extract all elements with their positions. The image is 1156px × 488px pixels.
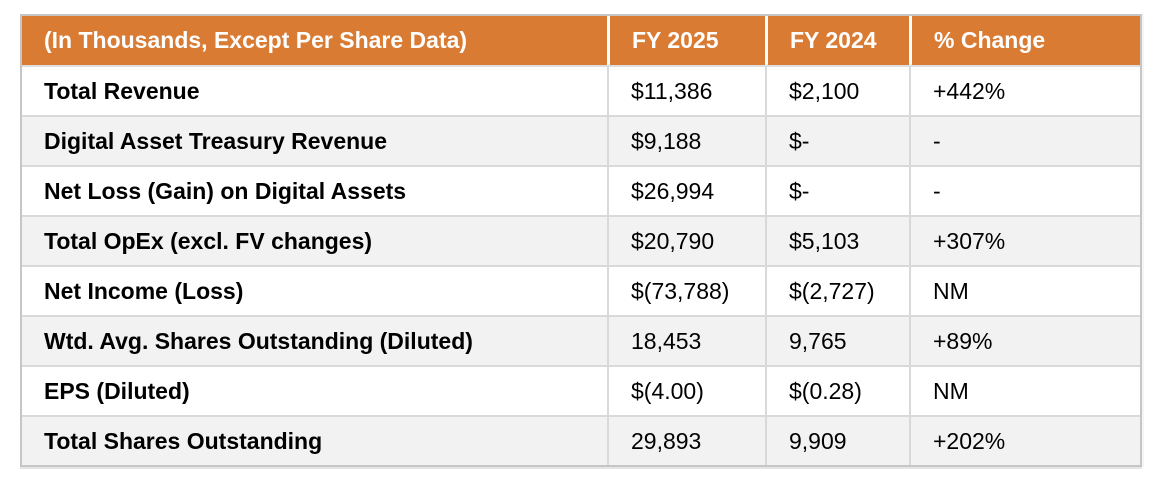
- table-row-eps-diluted: EPS (Diluted) $(4.00) $(0.28) NM: [22, 365, 1140, 415]
- row-label: Total OpEx (excl. FV changes): [22, 215, 607, 265]
- fy2025-value: $(4.00): [607, 365, 765, 415]
- fy2025-value: $(73,788): [607, 265, 765, 315]
- fy2025-value: 18,453: [607, 315, 765, 365]
- percent-change-value: -: [909, 165, 1140, 215]
- header-fy2024: FY 2024: [765, 16, 909, 65]
- fy2024-value: $(2,727): [765, 265, 909, 315]
- percent-change-value: -: [909, 115, 1140, 165]
- fy2025-value: $11,386: [607, 65, 765, 115]
- fy2024-value: $-: [765, 165, 909, 215]
- header-fy2025: FY 2025: [607, 16, 765, 65]
- fy2025-value: $20,790: [607, 215, 765, 265]
- table-row-wtd-avg-shares-outstanding: Wtd. Avg. Shares Outstanding (Diluted) 1…: [22, 315, 1140, 365]
- table-row-net-income-loss: Net Income (Loss) $(73,788) $(2,727) NM: [22, 265, 1140, 315]
- row-label: EPS (Diluted): [22, 365, 607, 415]
- row-label: Net Loss (Gain) on Digital Assets: [22, 165, 607, 215]
- fy2024-value: 9,765: [765, 315, 909, 365]
- fy2025-value: 29,893: [607, 415, 765, 465]
- header-units-label: (In Thousands, Except Per Share Data): [22, 16, 607, 65]
- percent-change-value: +202%: [909, 415, 1140, 465]
- table-body: Total Revenue $11,386 $2,100 +442% Digit…: [22, 65, 1140, 465]
- financial-results-table: (In Thousands, Except Per Share Data) FY…: [20, 14, 1142, 467]
- fy2025-value: $26,994: [607, 165, 765, 215]
- row-label: Total Shares Outstanding: [22, 415, 607, 465]
- table-header: (In Thousands, Except Per Share Data) FY…: [22, 16, 1140, 65]
- header-row: (In Thousands, Except Per Share Data) FY…: [22, 16, 1140, 65]
- fy2024-value: $(0.28): [765, 365, 909, 415]
- fy2024-value: 9,909: [765, 415, 909, 465]
- fy2025-value: $9,188: [607, 115, 765, 165]
- table-row-net-loss-on-digital-assets: Net Loss (Gain) on Digital Assets $26,99…: [22, 165, 1140, 215]
- row-label: Total Revenue: [22, 65, 607, 115]
- percent-change-value: +89%: [909, 315, 1140, 365]
- percent-change-value: +307%: [909, 215, 1140, 265]
- row-label: Wtd. Avg. Shares Outstanding (Diluted): [22, 315, 607, 365]
- table-row-total-shares-outstanding: Total Shares Outstanding 29,893 9,909 +2…: [22, 415, 1140, 465]
- table-row-total-opex: Total OpEx (excl. FV changes) $20,790 $5…: [22, 215, 1140, 265]
- fy2024-value: $2,100: [765, 65, 909, 115]
- fy2024-value: $-: [765, 115, 909, 165]
- financial-results-table-container: (In Thousands, Except Per Share Data) FY…: [20, 14, 1142, 467]
- percent-change-value: NM: [909, 365, 1140, 415]
- percent-change-value: +442%: [909, 65, 1140, 115]
- fy2024-value: $5,103: [765, 215, 909, 265]
- percent-change-value: NM: [909, 265, 1140, 315]
- table-row-total-revenue: Total Revenue $11,386 $2,100 +442%: [22, 65, 1140, 115]
- row-label: Digital Asset Treasury Revenue: [22, 115, 607, 165]
- header-percent-change: % Change: [909, 16, 1140, 65]
- table-row-digital-asset-treasury-revenue: Digital Asset Treasury Revenue $9,188 $-…: [22, 115, 1140, 165]
- row-label: Net Income (Loss): [22, 265, 607, 315]
